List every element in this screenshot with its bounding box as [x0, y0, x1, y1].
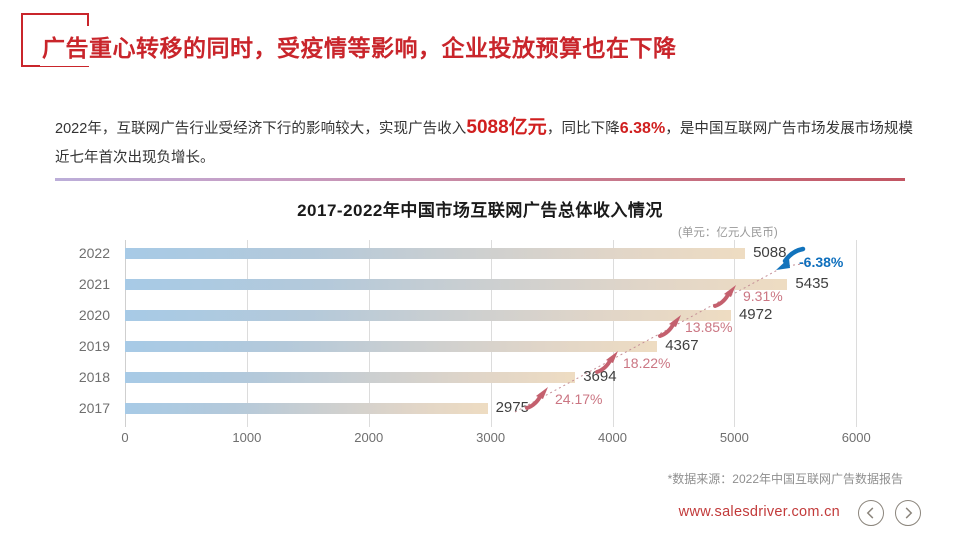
chart-title: 2017-2022年中国市场互联网广告总体收入情况 — [297, 201, 663, 220]
chart-unit-label: (单元：亿元人民币) — [678, 227, 778, 239]
x-axis-labels: 0 1000 2000 3000 4000 5000 6000 — [121, 430, 905, 446]
y-axis-label: 2021 — [78, 276, 110, 292]
site-url: www.salesdriver.com.cn — [678, 504, 840, 520]
x-axis-tick: 4000 — [598, 430, 627, 445]
chevron-left-icon — [866, 507, 874, 519]
growth-label-2022: -6.38% — [799, 254, 844, 270]
bar-2017 — [125, 402, 488, 414]
gridline-0 — [125, 240, 126, 427]
gridline-1000 — [246, 240, 248, 427]
chevron-right-icon — [905, 507, 913, 519]
page-title: 广告重心转移的同时，受疫情等影响，企业投放预算也在下降 — [40, 26, 683, 66]
growth-label-2021: 9.31% — [743, 288, 783, 304]
y-axis-label: 2019 — [78, 338, 110, 354]
y-axis-label: 2022 — [78, 245, 110, 261]
intro-paragraph: 2022年，互联网广告行业受经济下行的影响较大，实现广告收入5088亿元，同比下… — [55, 113, 913, 173]
bar-2022 — [125, 247, 746, 259]
bar-2021 — [125, 278, 788, 290]
y-axis-label: 2017 — [78, 400, 110, 416]
gridline-6000 — [856, 240, 858, 427]
intro-text-3: ，是中国互联网广告市场发展市场规模近七年首次出现负增长。 — [55, 120, 914, 166]
value-label-2021: 5435 — [795, 275, 829, 292]
x-axis-tick: 3000 — [476, 430, 506, 445]
x-axis-tick: 6000 — [841, 430, 871, 445]
bar-2018 — [125, 371, 576, 383]
value-label-2018: 3694 — [583, 368, 617, 385]
gridline-3000 — [490, 240, 492, 427]
growth-label-2018: 24.17% — [555, 391, 603, 407]
prev-slide-button[interactable] — [858, 500, 884, 526]
bar-2020 — [125, 309, 731, 321]
x-axis-tick: 2000 — [354, 430, 384, 445]
x-axis-tick: 0 — [121, 430, 129, 445]
gridline-2000 — [368, 240, 370, 427]
growth-arrow-up-icon — [525, 387, 548, 410]
gridline-4000 — [612, 240, 614, 427]
x-axis-tick: 5000 — [719, 430, 749, 445]
next-slide-button[interactable] — [895, 500, 921, 526]
value-label-2020: 4972 — [738, 306, 773, 323]
revenue-highlight: 5088亿元 — [466, 116, 547, 138]
growth-label-2019: 18.22% — [623, 355, 671, 371]
value-label-2022: 5088 — [753, 244, 787, 261]
value-label-2019: 4367 — [665, 337, 699, 354]
value-label-2017: 2975 — [495, 399, 529, 416]
x-axis-tick: 1000 — [232, 430, 262, 445]
data-source-note: *数据来源：2022年中国互联网广告数据报告 — [667, 472, 903, 486]
bar-2019 — [125, 340, 658, 352]
gridline-5000 — [734, 240, 736, 427]
y-axis-label: 2020 — [78, 307, 110, 323]
gradient-divider — [55, 178, 905, 181]
intro-text-1: 2022年，互联网广告行业受经济下行的影响较大，实现广告收入 — [55, 120, 467, 137]
intro-text-2: ，同比下降 — [546, 120, 620, 137]
bar-chart-plot-area: 5088 5435 4972 4367 3694 2975 -6.38% 9.3… — [125, 240, 905, 427]
y-axis-label: 2018 — [78, 369, 110, 385]
y-axis-labels: 2022 2021 2020 2019 2018 2017 — [74, 240, 118, 427]
decline-highlight: 6.38% — [619, 119, 666, 137]
growth-label-2020: 13.85% — [685, 319, 733, 335]
